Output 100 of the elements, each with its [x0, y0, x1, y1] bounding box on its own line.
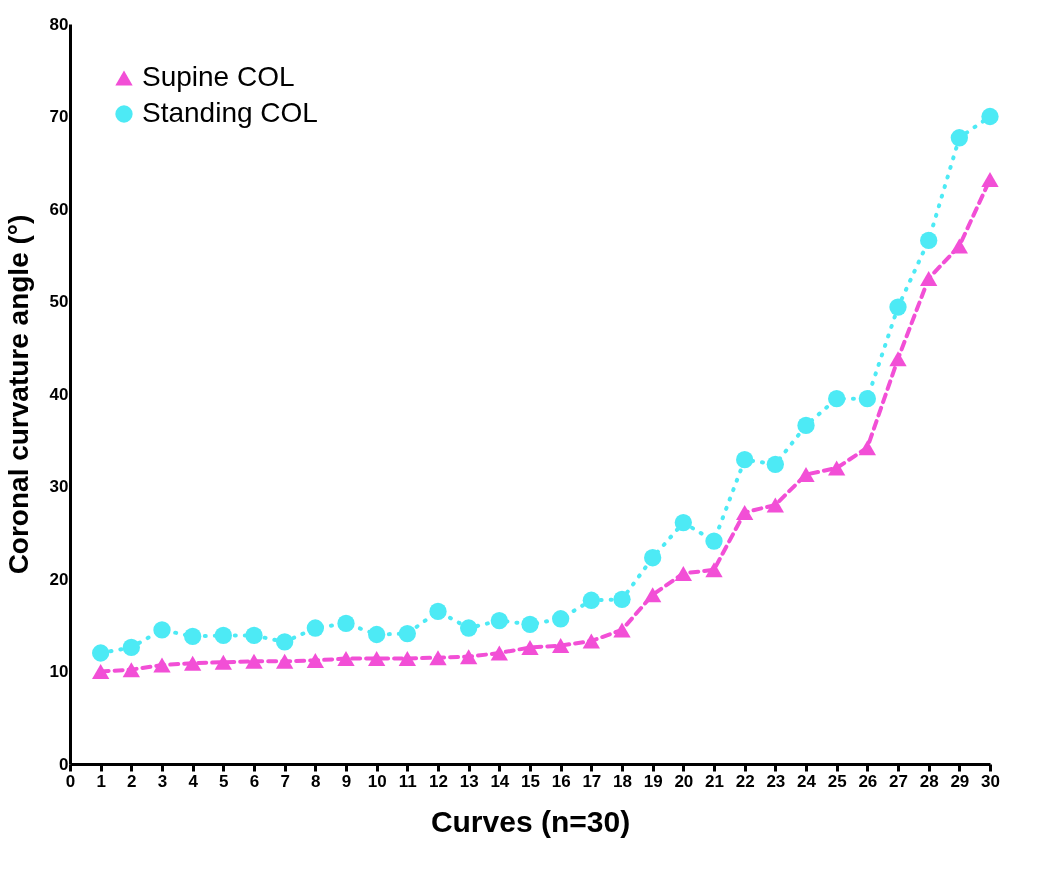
x-tick-label: 18 [613, 771, 632, 791]
point [920, 270, 938, 286]
y-tick-label: 30 [49, 477, 69, 496]
point [398, 651, 416, 667]
y-tick-label: 50 [49, 292, 69, 311]
x-tick-label: 8 [311, 771, 321, 791]
x-tick-label: 21 [705, 771, 724, 791]
x-tick-label: 11 [398, 771, 417, 791]
point [613, 590, 631, 608]
point [736, 504, 754, 520]
point [460, 619, 478, 637]
point [736, 451, 754, 469]
point [552, 610, 570, 628]
point [644, 549, 662, 567]
x-tick-label: 17 [582, 771, 602, 791]
point [950, 238, 968, 254]
point [644, 587, 662, 603]
point [184, 655, 202, 671]
point [92, 644, 110, 662]
x-tick-label: 30 [981, 771, 1000, 791]
point [398, 624, 416, 643]
x-tick-label: 14 [490, 771, 510, 791]
legend-label: Standing COL [142, 97, 318, 128]
point [521, 615, 539, 633]
point [674, 565, 692, 581]
legend-label: Supine COL [142, 61, 295, 92]
x-tick-label: 1 [96, 771, 106, 791]
point [276, 633, 294, 651]
point [889, 298, 907, 316]
point [828, 389, 846, 408]
x-tick-label: 6 [249, 771, 260, 791]
point [153, 621, 171, 639]
y-tick-label: 20 [49, 569, 69, 589]
point [368, 651, 386, 667]
x-tick-label: 25 [827, 771, 847, 791]
point [214, 654, 232, 670]
y-tick-label: 0 [59, 754, 69, 774]
point [460, 649, 478, 665]
point [889, 351, 907, 367]
x-tick-label: 10 [367, 771, 387, 791]
y-tick-label: 70 [49, 107, 69, 126]
point [705, 532, 723, 550]
point [766, 455, 784, 473]
x-tick-label: 12 [429, 771, 448, 791]
point [920, 231, 938, 250]
x-tick-label: 19 [643, 771, 663, 791]
point [552, 638, 570, 654]
point [582, 591, 600, 609]
point [521, 639, 539, 655]
point [337, 614, 355, 633]
x-tick-label: 22 [735, 771, 755, 791]
point [214, 626, 232, 645]
point [368, 625, 386, 644]
x-tick-label: 27 [889, 771, 908, 791]
point [858, 440, 876, 456]
point [950, 129, 968, 147]
point [828, 460, 846, 476]
point [306, 619, 324, 637]
point [490, 611, 508, 630]
x-tick-label: 23 [766, 771, 786, 791]
point [981, 107, 999, 126]
point [858, 389, 876, 408]
point [306, 652, 324, 668]
x-tick-label: 4 [188, 771, 199, 791]
x-tick-label: 13 [459, 771, 479, 791]
y-axis-title: Coronal curvature angle (°) [2, 214, 34, 575]
point [153, 657, 171, 673]
point [184, 627, 202, 645]
point [674, 513, 692, 532]
x-tick-label: 26 [858, 771, 878, 791]
point [766, 497, 784, 513]
x-tick-label: 16 [551, 771, 571, 791]
point [981, 171, 999, 187]
x-tick-label: 20 [674, 771, 694, 791]
x-tick-label: 3 [157, 771, 168, 791]
point [337, 651, 355, 667]
x-tick-label: 29 [950, 771, 970, 791]
point [92, 664, 110, 679]
point [797, 466, 815, 482]
x-tick-label: 7 [280, 771, 290, 791]
point [705, 562, 723, 578]
point [582, 633, 600, 649]
y-tick-label: 40 [49, 384, 69, 404]
y-tick-label: 80 [49, 14, 69, 34]
x-tick-label: 24 [797, 771, 817, 791]
point [245, 653, 263, 669]
point [122, 638, 140, 657]
point [245, 626, 263, 645]
x-tick-label: 5 [219, 771, 229, 791]
point [429, 602, 447, 621]
point [429, 650, 447, 666]
point [797, 416, 815, 435]
y-tick-label: 60 [49, 199, 69, 219]
point [613, 622, 631, 638]
x-tick-label: 9 [341, 771, 352, 791]
x-axis-title: Curves (n=30) [430, 804, 631, 838]
y-tick-label: 10 [49, 662, 69, 681]
x-tick-label: 2 [127, 771, 137, 791]
point [490, 645, 508, 661]
point [276, 653, 294, 669]
